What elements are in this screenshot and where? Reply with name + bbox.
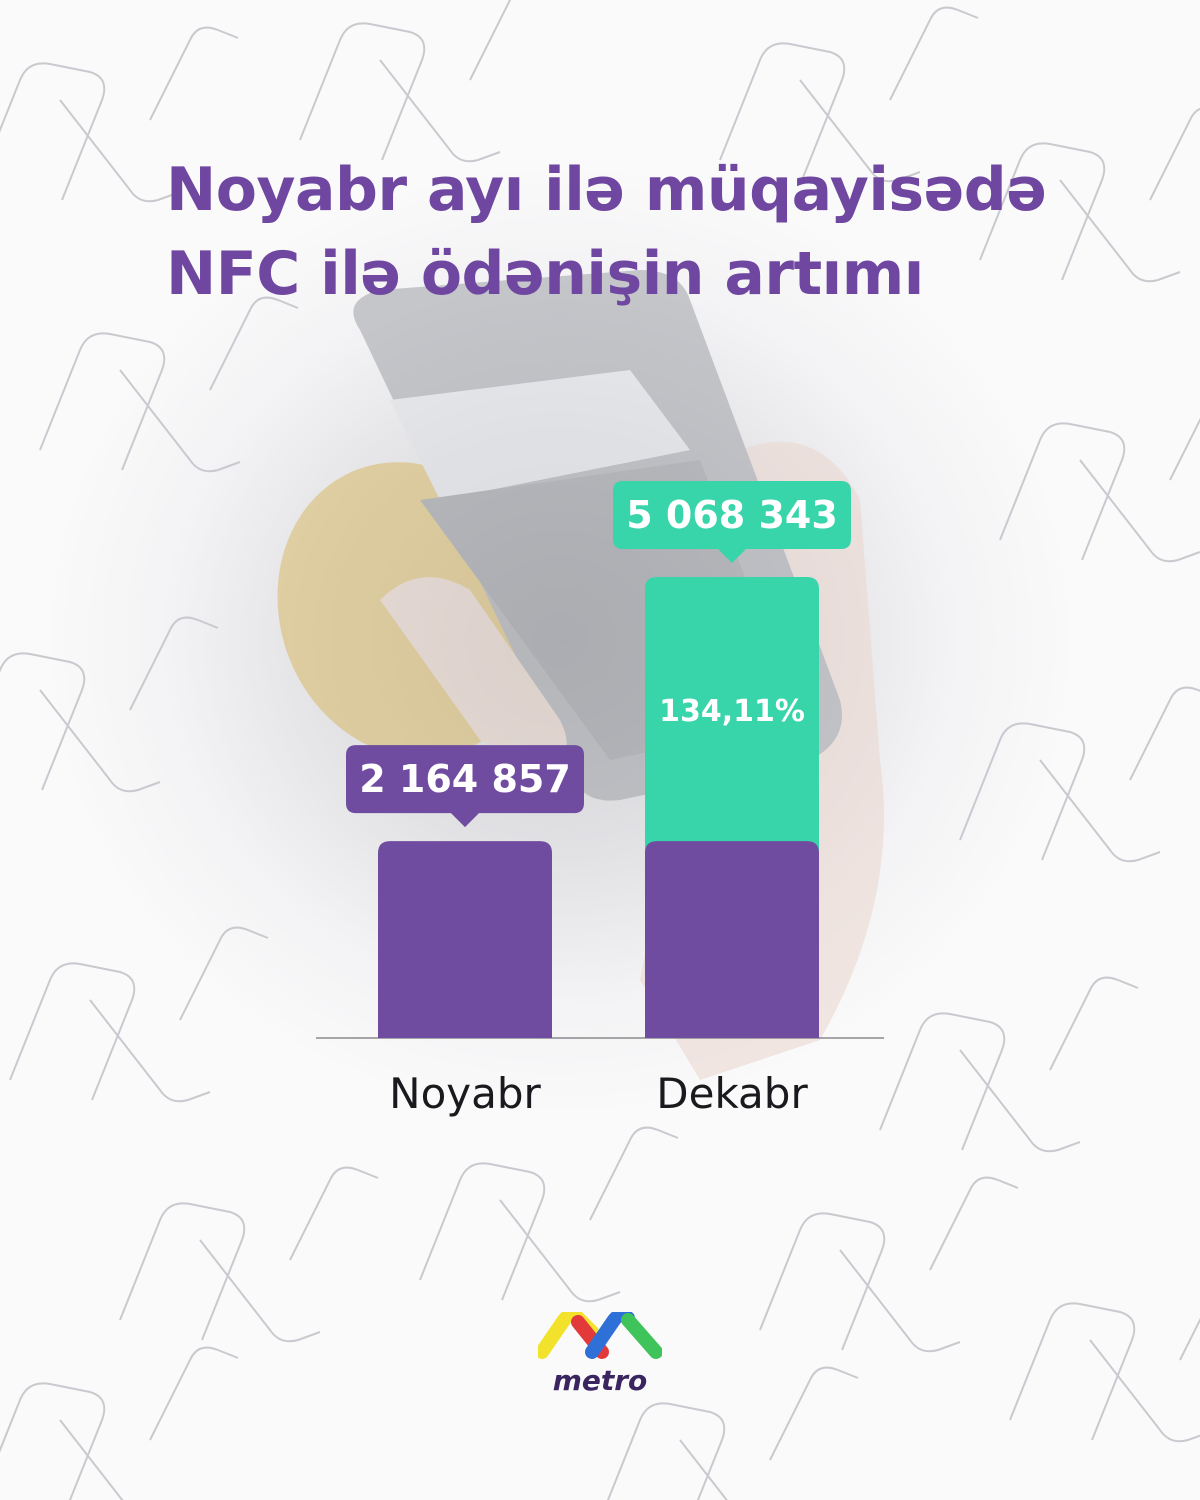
metro-logo-icon: [538, 1312, 662, 1359]
chart-title-line1: Noyabr ayı ilə müqayisədə: [166, 155, 1047, 225]
chart-title-line2: NFC ilə ödənişin artımı: [166, 239, 924, 309]
bar-noyabr: [378, 841, 552, 1038]
value-callout-noyabr: [346, 745, 584, 828]
category-label-noyabr: Noyabr: [389, 1069, 541, 1118]
increase-percent-label: 134,11%: [659, 694, 805, 729]
value-callout-dekabr: [613, 481, 851, 563]
category-label-dekabr: Dekabr: [656, 1069, 808, 1118]
bar-dekabr-base: [645, 841, 819, 1038]
value-label-dekabr: 5 068 343: [626, 493, 838, 537]
chart-title: Noyabr ayı ilə müqayisədə NFC ilə ödəniş…: [166, 148, 1126, 316]
metro-logo-text: metro: [552, 1364, 648, 1397]
value-label-noyabr: 2 164 857: [359, 757, 571, 801]
